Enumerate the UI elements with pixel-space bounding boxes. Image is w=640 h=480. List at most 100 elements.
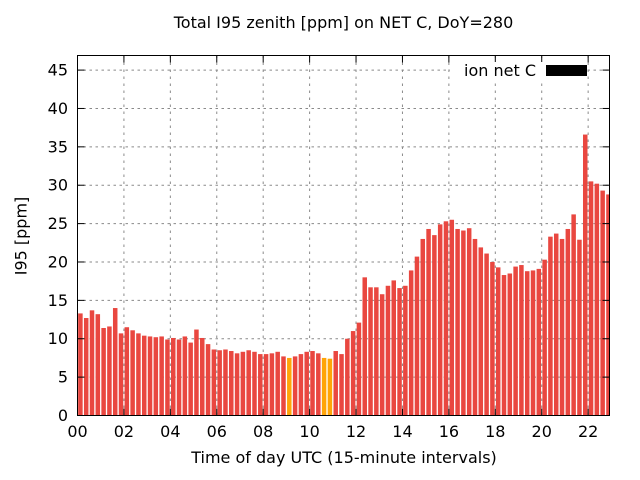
bar	[374, 287, 379, 416]
bar	[141, 335, 147, 416]
bar	[292, 356, 298, 416]
bar	[240, 351, 246, 416]
bar	[391, 280, 397, 416]
x-tick-label: 16	[439, 422, 459, 441]
bar	[170, 337, 176, 416]
bar	[432, 235, 437, 416]
bar	[565, 228, 571, 416]
bar	[188, 342, 193, 416]
bar	[594, 183, 600, 416]
bar	[443, 221, 449, 416]
bar	[159, 336, 164, 416]
bar	[495, 267, 501, 416]
bar	[153, 337, 159, 416]
bar	[333, 351, 338, 416]
chart-title: Total I95 zenith [ppm] on NET C, DoY=280	[173, 13, 514, 32]
bar	[553, 233, 559, 416]
bar	[582, 134, 588, 416]
bar	[112, 308, 118, 416]
bar	[95, 314, 101, 416]
bar	[368, 287, 373, 416]
bar-highlighted	[321, 357, 327, 416]
bar	[310, 351, 315, 416]
bar	[107, 326, 112, 416]
bar	[194, 329, 199, 416]
bar	[147, 336, 153, 416]
bar	[246, 350, 251, 416]
x-tick-label: 08	[253, 422, 273, 441]
bar	[124, 327, 130, 416]
bar	[211, 349, 217, 416]
bar	[298, 354, 304, 416]
bar	[420, 238, 426, 416]
bar-highlighted	[287, 357, 292, 416]
bar	[165, 339, 170, 416]
bar	[414, 256, 420, 416]
bar	[200, 337, 205, 416]
bar	[437, 224, 443, 416]
y-tick-label: 30	[48, 176, 68, 195]
bar	[466, 228, 472, 416]
bar-highlighted	[327, 358, 333, 416]
bar	[182, 336, 188, 416]
bar	[606, 194, 609, 416]
bar	[339, 354, 344, 416]
bar	[234, 353, 240, 416]
bar	[519, 265, 524, 416]
x-tick-label: 10	[299, 422, 319, 441]
bar	[542, 259, 547, 416]
y-tick-label: 20	[48, 252, 68, 271]
bar	[455, 228, 460, 416]
legend: ion net C	[450, 62, 587, 79]
bar	[490, 261, 495, 416]
bar	[263, 354, 269, 416]
bar	[304, 351, 309, 416]
bar	[408, 270, 414, 416]
bar	[258, 354, 263, 416]
bar	[524, 271, 530, 416]
y-tick-label: 45	[48, 61, 68, 80]
y-axis-label: I95 [ppm]	[11, 196, 31, 276]
x-tick-label: 20	[532, 422, 552, 441]
plot-border	[77, 55, 610, 416]
bar	[513, 266, 518, 416]
bar	[78, 313, 83, 416]
bar	[275, 351, 280, 416]
bar	[356, 322, 362, 416]
bar	[362, 277, 367, 416]
bar	[229, 351, 234, 416]
bar	[83, 318, 89, 416]
bar	[588, 181, 594, 416]
bar	[350, 331, 356, 416]
y-tick-label: 5	[58, 368, 68, 387]
bar	[89, 310, 95, 416]
y-tick-label: 35	[48, 137, 68, 156]
bar	[507, 273, 513, 416]
bar	[461, 230, 466, 416]
bar	[223, 349, 228, 416]
bar	[426, 228, 431, 416]
x-tick-label: 02	[114, 422, 134, 441]
bar	[379, 294, 385, 416]
bar	[449, 219, 455, 416]
x-tick-label: 22	[578, 422, 598, 441]
x-tick-label: 04	[160, 422, 180, 441]
bar	[472, 238, 478, 416]
bar	[484, 253, 489, 416]
bar	[397, 288, 402, 416]
bar	[403, 285, 408, 416]
bar	[136, 333, 141, 416]
y-tick-label: 10	[48, 329, 68, 348]
bar	[571, 214, 576, 416]
bar	[205, 344, 211, 416]
bar	[130, 330, 135, 416]
bar	[478, 247, 484, 416]
bar	[559, 238, 565, 416]
bar	[269, 353, 275, 416]
bar	[101, 327, 106, 416]
y-tick-label: 40	[48, 99, 68, 118]
bar	[501, 275, 507, 416]
x-tick-label: 18	[485, 422, 505, 441]
